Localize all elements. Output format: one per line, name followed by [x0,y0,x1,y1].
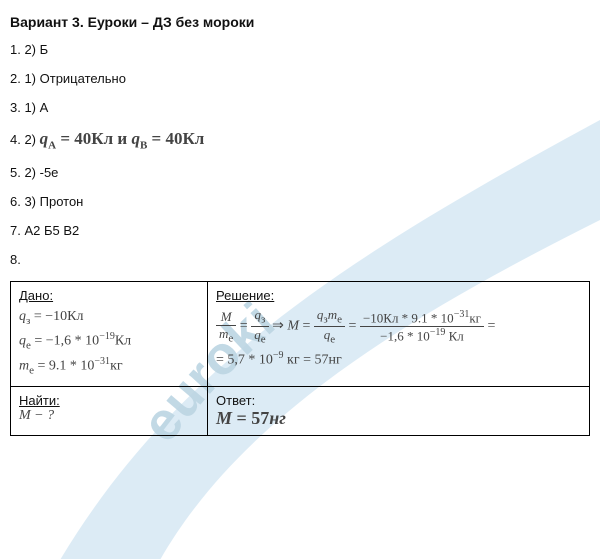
qA-val: 40Кл [74,129,113,148]
answer-4-prefix: 4. 2) [10,132,40,147]
answer-4-math: qA = 40Кл и qB = 40Кл [40,129,205,148]
answer-6: 6. 3) Протон [10,194,590,209]
frac4-num: −10Кл * 9.1 * 10−31кг [360,309,484,327]
M-sym: M [287,319,299,334]
solution-table: Дано: qз = −10Кл qe = −1,6 * 10−19Кл me … [10,281,590,436]
me-pre: = 9.1 * 10 [34,358,94,373]
answer-header: Ответ: [216,393,581,408]
find-body: M − ? [19,408,199,424]
me-sym: m [19,358,29,373]
answer-3: 3. 1) А [10,100,590,115]
sup-19: −19 [430,327,446,338]
frac-numeric: −10Кл * 9.1 * 10−31кг −1,6 * 10−19 Кл [360,309,484,345]
table-row: Дано: qз = −10Кл qe = −1,6 * 10−19Кл me … [11,282,590,387]
me-sup: −31 [94,356,110,367]
find-cell: Найти: M − ? [11,387,208,436]
trailing-eq: = [487,319,495,334]
answer-5: 5. 2) -5e [10,165,590,180]
table-row: Найти: M − ? Ответ: M = 57нг [11,387,590,436]
sup-31: −31 [454,309,470,320]
answer-2: 2. 1) Отрицательно [10,71,590,86]
answer-4: 4. 2) qA = 40Кл и qB = 40Кл [10,129,590,151]
qA-symbol: q [40,129,49,148]
solution-cell: Решение: M me = qз qe [208,282,590,387]
frac1-num: M [216,309,236,326]
given-line-3: me = 9.1 * 10−31кг [19,356,199,376]
solution-line-2: = 5,7 * 10−9 кг = 57нг [216,350,581,369]
qB-symbol: q [131,129,140,148]
frac4-den: −1,6 * 10−19 Кл [360,327,484,344]
given-header: Дано: [19,288,199,303]
frac-qzme-qe: qзme qe [314,307,345,345]
given-line-1: qз = −10Кл [19,309,199,327]
qe-post: Кл [115,334,131,349]
eq-c: = [349,319,360,334]
frac-qz-qe: qз qe [251,307,268,345]
eq-a: = [240,319,251,334]
given-line-2: qe = −1,6 * 10−19Кл [19,331,199,351]
find-header: Найти: [19,393,199,408]
answer-1: 1. 2) Б [10,42,590,57]
eq-b: = [302,319,313,334]
qe-sup: −19 [99,331,115,342]
eq-sign-1: = [56,129,74,148]
answer-8: 8. [10,252,590,267]
answer-body: M = 57нг [216,408,581,429]
qB-val: 40Кл [165,129,204,148]
sup-9: −9 [273,350,284,361]
qz-rhs: = −10Кл [30,309,83,324]
me-post: кг [110,358,123,373]
qA-sub: A [48,139,56,151]
solution-line-1: M me = qз qe ⇒ M = [216,307,581,345]
qe-sym: q [19,334,26,349]
eq-sign-2: = [147,129,165,148]
frac-M-me: M me [216,309,236,345]
page-title: Вариант 3. Еуроки – ДЗ без мороки [10,14,590,30]
solution-header: Решение: [216,288,581,303]
answer-cell: Ответ: M = 57нг [208,387,590,436]
given-cell: Дано: qз = −10Кл qe = −1,6 * 10−19Кл me … [11,282,208,387]
qz-sym: q [19,309,26,324]
answer-7: 7. А2 Б5 В2 [10,223,590,238]
qe-pre: = −1,6 * 10 [31,334,99,349]
and-conj: и [113,129,131,148]
arrow: ⇒ [272,319,287,334]
